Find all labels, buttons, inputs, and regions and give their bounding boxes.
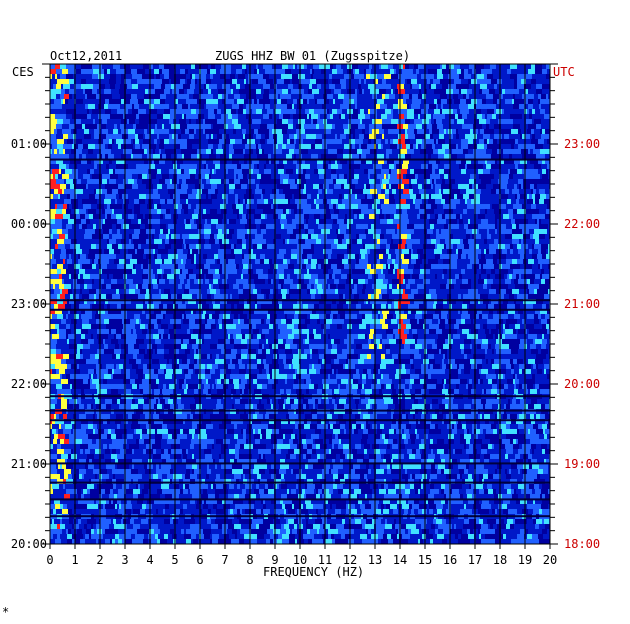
right-time-label: 18:00 — [564, 537, 600, 551]
right-axis-title: UTC — [553, 65, 575, 79]
x-tick-label: 15 — [418, 553, 432, 567]
right-time-label: 23:00 — [564, 137, 600, 151]
plot-area — [49, 63, 551, 545]
x-tick-label: 7 — [221, 553, 228, 567]
right-time-label: 19:00 — [564, 457, 600, 471]
footer-mark: * — [2, 605, 9, 619]
left-time-label: 20:00 — [11, 537, 47, 551]
left-axis-title: CES — [12, 65, 34, 79]
x-tick-label: 16 — [443, 553, 457, 567]
left-time-label: 01:00 — [11, 137, 47, 151]
x-tick-label: 8 — [246, 553, 253, 567]
x-tick-label: 18 — [493, 553, 507, 567]
x-tick-label: 20 — [543, 553, 557, 567]
date-label: Oct12,2011 — [50, 49, 122, 63]
x-tick-label: 11 — [318, 553, 332, 567]
x-tick-label: 5 — [171, 553, 178, 567]
x-tick-label: 3 — [121, 553, 128, 567]
x-tick-label: 19 — [518, 553, 532, 567]
left-time-label: 00:00 — [11, 217, 47, 231]
frequency-axis: 0 1 2 3 4 5 6 7 8 9 10 11 12 13 14 15 16 17 18 19 20 — [46, 544, 557, 567]
left-time-label: 21:00 — [11, 457, 47, 471]
x-tick-label: 14 — [393, 553, 407, 567]
station-title: ZUGS HHZ BW 01 (Zugsspitze) — [215, 49, 410, 63]
spectrogram-cells — [50, 64, 550, 544]
x-tick-label: 12 — [343, 553, 357, 567]
x-tick-label: 9 — [271, 553, 278, 567]
right-time-label: 22:00 — [564, 217, 600, 231]
left-time-label: 22:00 — [11, 377, 47, 391]
x-tick-label: 4 — [146, 553, 153, 567]
x-tick-label: 17 — [468, 553, 482, 567]
left-time-label: 23:00 — [11, 297, 47, 311]
x-tick-label: 2 — [96, 553, 103, 567]
right-time-label: 21:00 — [564, 297, 600, 311]
x-tick-label: 1 — [71, 553, 78, 567]
x-tick-label: 10 — [293, 553, 307, 567]
x-tick-label: 6 — [196, 553, 203, 567]
x-tick-label: 13 — [368, 553, 382, 567]
x-axis-title: FREQUENCY (HZ) — [263, 565, 364, 579]
left-time-axis: 01:00 00:00 23:00 22:00 21:00 20:00 — [11, 63, 50, 551]
x-tick-label: 0 — [46, 553, 53, 567]
right-time-label: 20:00 — [564, 377, 600, 391]
right-time-axis: 23:00 22:00 21:00 20:00 19:00 18:00 — [550, 63, 600, 551]
